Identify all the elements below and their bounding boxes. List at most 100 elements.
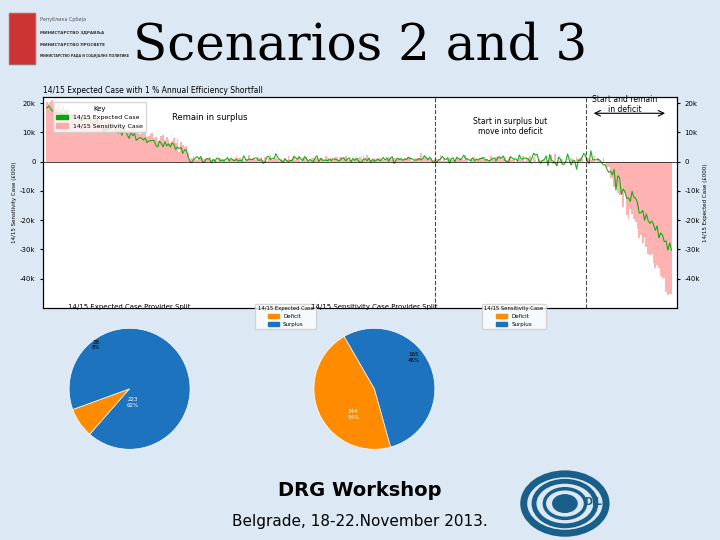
Bar (604, 161, 606, 164)
Bar (488, 160, 490, 161)
Bar (179, 152, 180, 161)
Bar (202, 158, 203, 161)
Bar (325, 156, 327, 161)
Bar (176, 139, 179, 161)
Bar (434, 159, 436, 161)
Bar (415, 158, 416, 161)
Bar (559, 158, 562, 161)
Bar (140, 131, 143, 161)
Bar (400, 159, 402, 161)
Bar (581, 158, 582, 161)
Bar (459, 158, 461, 161)
Bar (390, 158, 392, 161)
Bar (461, 159, 463, 161)
Title: 14/15 Expected Case Provider Split: 14/15 Expected Case Provider Split (68, 304, 191, 310)
Bar (66, 111, 68, 161)
Bar (150, 134, 151, 161)
Bar (451, 159, 452, 161)
Bar (517, 160, 518, 161)
Bar (610, 161, 611, 178)
Bar (593, 157, 595, 161)
Bar (552, 161, 554, 164)
Bar (153, 138, 155, 161)
Bar (157, 141, 158, 161)
Bar (357, 158, 359, 161)
Y-axis label: 14/15 Expected Case (£000): 14/15 Expected Case (£000) (703, 163, 708, 242)
Bar (305, 158, 307, 161)
Bar (618, 161, 621, 195)
Bar (382, 160, 384, 161)
Bar (511, 160, 513, 161)
Bar (286, 160, 287, 161)
Bar (580, 158, 581, 161)
Bar (554, 154, 556, 161)
Bar (164, 140, 166, 161)
Bar (343, 158, 345, 161)
Bar (239, 158, 241, 161)
Bar (617, 161, 618, 193)
Bar (69, 116, 71, 161)
Bar (626, 161, 628, 215)
Bar (662, 161, 663, 279)
Bar (538, 159, 540, 161)
Bar (323, 160, 325, 161)
Bar (449, 157, 451, 161)
Bar (350, 160, 352, 161)
Bar (479, 158, 481, 161)
Bar (168, 140, 169, 161)
Bar (139, 134, 140, 161)
Bar (370, 160, 372, 161)
Bar (138, 132, 139, 161)
Bar (322, 158, 323, 161)
Bar (515, 161, 517, 164)
Bar (577, 159, 580, 161)
Bar (109, 126, 110, 161)
Bar (592, 160, 593, 161)
Bar (230, 160, 232, 161)
Bar (416, 158, 418, 161)
Bar (463, 160, 464, 161)
Bar (429, 159, 431, 161)
Bar (105, 125, 107, 161)
Bar (127, 130, 128, 161)
Bar (667, 161, 669, 295)
Bar (339, 157, 341, 161)
Bar (341, 158, 343, 161)
Bar (363, 157, 364, 161)
Bar (187, 153, 189, 161)
Bar (375, 159, 377, 161)
Bar (647, 161, 649, 254)
Bar (280, 159, 282, 161)
Bar (128, 130, 130, 161)
Bar (121, 127, 123, 161)
Text: МИНИСТАРСТВО ЗДРАВЉА: МИНИСТАРСТВО ЗДРАВЉА (40, 31, 104, 35)
Bar (60, 109, 62, 161)
Bar (582, 161, 585, 163)
Bar (84, 116, 85, 161)
Bar (312, 158, 315, 161)
Bar (398, 158, 400, 161)
Bar (197, 160, 198, 161)
Bar (613, 161, 615, 187)
Circle shape (553, 495, 577, 512)
Bar (628, 161, 629, 219)
Bar (203, 159, 205, 161)
Bar (330, 158, 332, 161)
Bar (125, 132, 127, 161)
Bar (307, 160, 309, 161)
Bar (456, 158, 457, 161)
Bar (220, 158, 221, 161)
Bar (597, 158, 599, 161)
Text: МИНИСТАРСТВО РАДА И СОЦИЈАЛНЕ ПОЛИТИКЕ: МИНИСТАРСТВО РАДА И СОЦИЈАЛНЕ ПОЛИТИКЕ (40, 55, 130, 58)
Bar (386, 159, 388, 161)
Bar (263, 160, 264, 161)
Bar (64, 110, 66, 161)
Bar (377, 158, 379, 161)
Bar (418, 158, 420, 161)
Bar (402, 160, 404, 161)
Bar (85, 115, 87, 161)
Bar (405, 158, 408, 161)
Bar (663, 161, 665, 278)
Bar (287, 157, 289, 161)
Bar (368, 158, 370, 161)
